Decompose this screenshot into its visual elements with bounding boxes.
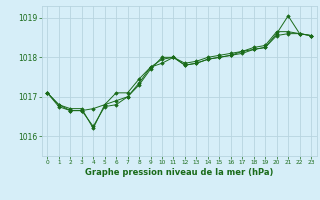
X-axis label: Graphe pression niveau de la mer (hPa): Graphe pression niveau de la mer (hPa) <box>85 168 273 177</box>
